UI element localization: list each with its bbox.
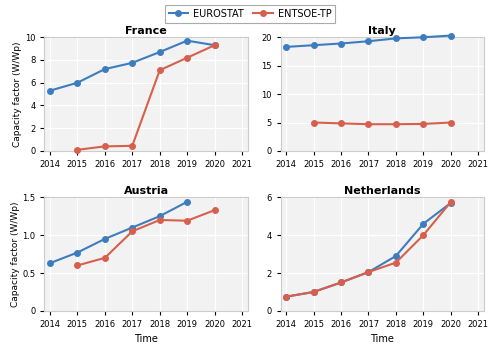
Title: Italy: Italy <box>368 27 396 37</box>
Legend: EUROSTAT, ENTSOE-TP: EUROSTAT, ENTSOE-TP <box>164 5 336 23</box>
Y-axis label: Capacity factor (W/Wp): Capacity factor (W/Wp) <box>10 201 20 307</box>
Title: France: France <box>125 27 167 37</box>
Y-axis label: Capacity factor (W/Wp): Capacity factor (W/Wp) <box>13 41 22 147</box>
Title: Netherlands: Netherlands <box>344 186 420 196</box>
X-axis label: Time: Time <box>370 334 394 344</box>
Title: Austria: Austria <box>124 186 168 196</box>
X-axis label: Time: Time <box>134 334 158 344</box>
